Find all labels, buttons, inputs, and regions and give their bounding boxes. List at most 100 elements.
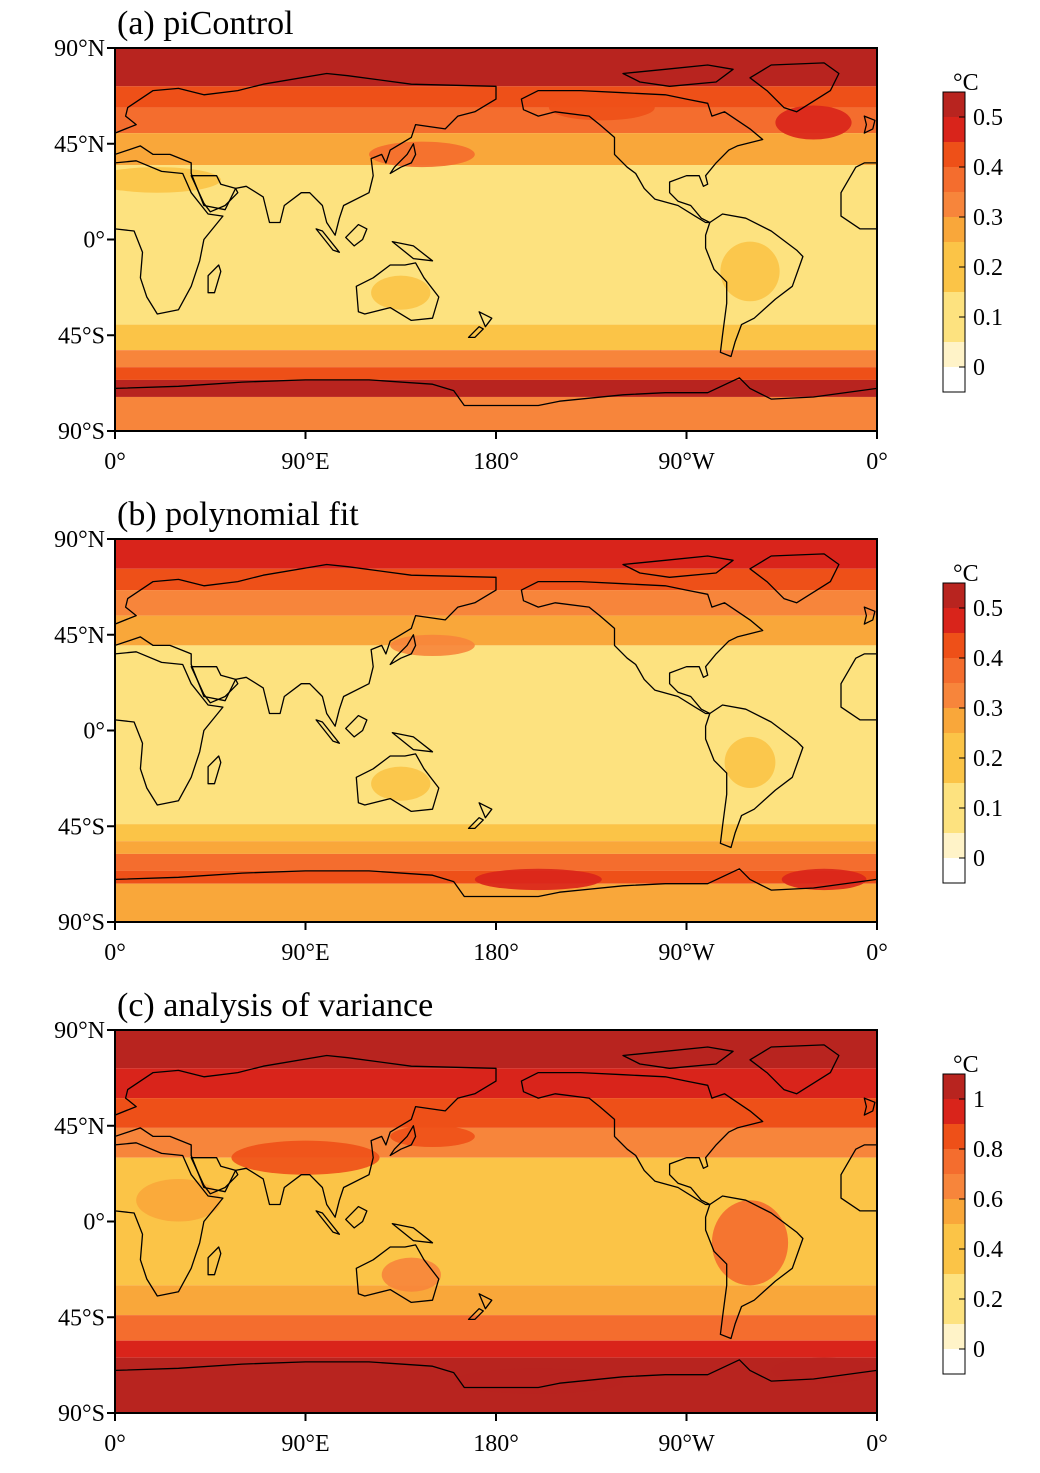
colorbar-swatch	[943, 1274, 965, 1299]
colorbar-swatch	[943, 733, 965, 758]
coastline-antarctica	[115, 377, 877, 431]
coastline-australia	[355, 1244, 440, 1304]
colorbar-swatch	[943, 217, 965, 242]
coastline-africa	[115, 160, 224, 315]
colorbar: °C 0.5 0.4 0.3 0.2 0.1 0	[942, 70, 1003, 393]
band	[115, 324, 877, 351]
colorbar-swatch	[943, 858, 965, 883]
lon-label: 90°W	[658, 940, 715, 966]
field-layer	[115, 539, 877, 922]
colorbar-label: 0.4	[973, 1237, 1003, 1263]
coastline-antarctica	[115, 868, 877, 922]
coastline-arabia	[190, 666, 239, 704]
colorbar-label: 0.6	[973, 1187, 1003, 1213]
coastline-south_america	[704, 213, 804, 358]
colorbar-swatch	[943, 783, 965, 808]
colorbar-label: 0.3	[973, 696, 1003, 722]
colorbar-swatch	[943, 1349, 965, 1374]
colorbar-label: 0	[973, 846, 985, 872]
colorbar-label: 0.3	[973, 205, 1003, 231]
map-svg-b: (b) polynomial fit 90°N 45°N 0° 45°S 90°S 0° 90…	[54, 496, 1003, 966]
colorbar-swatch	[943, 367, 965, 392]
anomaly-blob	[724, 736, 776, 788]
map-svg-c: (c) analysis of variance 90°N 45°N 0° 45°S 90…	[54, 987, 1003, 1457]
colorbar-swatch	[943, 1174, 965, 1199]
colorbar-swatch	[943, 142, 965, 167]
lon-label: 90°E	[281, 1431, 329, 1457]
coastline-uk	[863, 606, 876, 625]
colorbar-label: 0.2	[973, 1287, 1003, 1313]
anomaly-blob	[453, 1368, 623, 1394]
colorbar-swatch	[943, 1099, 965, 1124]
anomaly-blob	[548, 94, 655, 121]
coastline-madagascar	[207, 1246, 222, 1276]
coastlines	[115, 1044, 877, 1413]
panel-title: (b) polynomial fit	[117, 496, 359, 533]
band	[115, 539, 877, 569]
lon-label: 0°	[104, 940, 126, 966]
map-svg-a: (a) piControl 90°N 45°N 0° 45°S 90°S 0° 90°E 180…	[54, 5, 1003, 475]
coastline-nz1	[478, 1293, 493, 1310]
lat-label: 0°	[83, 228, 105, 254]
colorbar-swatch	[943, 1199, 965, 1224]
lon-label: 90°E	[281, 940, 329, 966]
colorbar-label: 0.1	[973, 305, 1003, 331]
coastline-sumatra	[315, 1210, 341, 1235]
colorbar-swatch	[943, 683, 965, 708]
coastline-eurasia	[115, 72, 497, 236]
coastline-newguinea	[391, 1222, 434, 1244]
band	[115, 133, 877, 166]
coastline-sumatra	[315, 228, 341, 253]
anomaly-blob	[390, 634, 475, 657]
band	[115, 853, 877, 871]
lon-label: 0°	[104, 1431, 126, 1457]
coastline-borneo	[345, 1205, 368, 1229]
colorbar-label: 0	[973, 355, 985, 381]
lon-label: 90°E	[281, 449, 329, 475]
band	[115, 1340, 877, 1358]
anomaly-blob	[771, 1357, 877, 1384]
lon-label: 180°	[473, 940, 519, 966]
coastline-south_america	[704, 1195, 804, 1340]
coastline-japan	[389, 143, 417, 175]
colorbar-swatch	[943, 1074, 965, 1099]
band	[115, 645, 877, 825]
lon-label: 90°W	[658, 1431, 715, 1457]
coastline-greenland	[749, 553, 840, 604]
lat-label: 45°S	[58, 1305, 105, 1331]
coastline-australia	[355, 262, 440, 322]
anomaly-blob	[474, 868, 602, 891]
coastline-africa_w	[840, 653, 877, 721]
coastline-borneo	[345, 714, 368, 738]
colorbar-label: 0.5	[973, 105, 1003, 131]
colorbar-swatch	[943, 292, 965, 317]
band	[115, 350, 877, 368]
colorbar-swatch	[943, 167, 965, 192]
anomaly-blob	[371, 275, 431, 310]
coastline-arctic_isl	[622, 555, 734, 578]
band	[115, 1315, 877, 1341]
lon-label: 0°	[866, 449, 888, 475]
lat-label: 90°N	[54, 36, 105, 62]
coastline-newguinea	[391, 731, 434, 753]
colorbar-swatch	[943, 633, 965, 658]
coastline-nz2	[467, 817, 484, 830]
coastline-newguinea	[391, 240, 434, 262]
band	[115, 1127, 877, 1158]
coastline-nz1	[478, 802, 493, 819]
coastline-south_america	[704, 704, 804, 849]
colorbar-swatch	[943, 267, 965, 292]
colorbar-swatch	[943, 1299, 965, 1324]
panel-title: (c) analysis of variance	[117, 987, 433, 1024]
lon-label: 0°	[866, 940, 888, 966]
lat-label: 45°N	[54, 1114, 105, 1140]
colorbar-label: 1	[973, 1087, 985, 1113]
anomaly-blob	[720, 241, 780, 302]
coastline-greenland	[749, 62, 840, 113]
colorbar-swatch	[943, 583, 965, 608]
coastline-madagascar	[207, 755, 222, 785]
field-layer	[115, 1030, 877, 1413]
anomaly-blob	[115, 167, 221, 193]
lat-label: 90°N	[54, 527, 105, 553]
colorbar-swatch	[943, 833, 965, 858]
